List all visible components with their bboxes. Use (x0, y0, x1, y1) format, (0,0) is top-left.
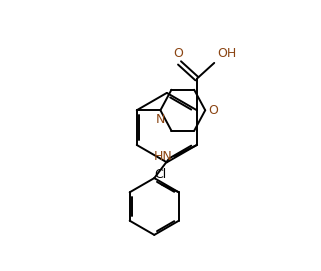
Text: O: O (173, 47, 183, 60)
Text: OH: OH (217, 47, 236, 60)
Text: Cl: Cl (154, 168, 166, 181)
Text: HN: HN (153, 150, 172, 163)
Text: O: O (208, 104, 218, 117)
Text: N: N (156, 113, 165, 126)
